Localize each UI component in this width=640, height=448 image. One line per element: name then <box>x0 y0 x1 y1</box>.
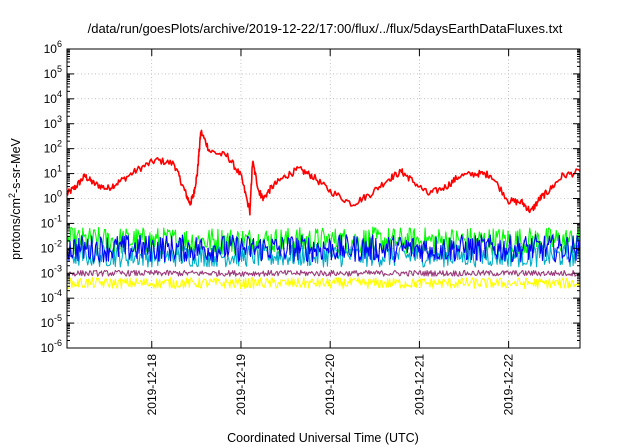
y-tick-label: 100 <box>44 189 62 206</box>
grid <box>67 49 580 348</box>
y-axis-label-base: protons/cm <box>9 198 23 260</box>
x-tick-label: 2019-12-18 <box>145 354 159 416</box>
y-tick-label: 101 <box>44 164 62 181</box>
series-layer <box>66 129 581 290</box>
plot-frame <box>66 48 581 349</box>
y-tick-label: 10-3 <box>41 263 62 280</box>
y-axis-label-sup: 2 <box>7 193 17 198</box>
series-line-1 <box>66 129 581 216</box>
y-tick-label: 10-2 <box>41 238 62 255</box>
x-axis-label: Coordinated Universal Time (UTC) <box>227 431 419 445</box>
y-tick-label: 106 <box>44 39 62 56</box>
y-tick-label: 10-4 <box>41 288 62 305</box>
axis-ticks: 10-6 10-5 10-4 10-3 10-2 10-1 100 101 102 103 104 1… <box>41 39 580 415</box>
y-tick-label: 103 <box>44 114 62 131</box>
x-tick-label: 2019-12-20 <box>323 354 337 416</box>
series-line-6 <box>66 269 581 277</box>
y-tick-label: 10-5 <box>41 313 62 330</box>
x-tick-label: 2019-12-21 <box>412 354 426 416</box>
x-tick-label: 2019-12-19 <box>234 354 248 416</box>
series-line-4 <box>66 234 581 263</box>
y-tick-label: 102 <box>44 139 62 156</box>
y-tick-label: 10-6 <box>41 338 62 355</box>
y-tick-label: 10-1 <box>41 213 62 230</box>
y-tick-label: 105 <box>44 64 62 81</box>
chart-title: /data/run/goesPlots/archive/2019-12-22/1… <box>88 21 563 36</box>
y-tick-label: 104 <box>44 89 62 106</box>
y-axis-label: protons/cm2-s-sr-MeV <box>7 137 23 259</box>
series-line-5 <box>66 277 581 290</box>
x-tick-label: 2019-12-22 <box>502 354 516 416</box>
y-axis-label-rest: -s-sr-MeV <box>9 137 23 193</box>
